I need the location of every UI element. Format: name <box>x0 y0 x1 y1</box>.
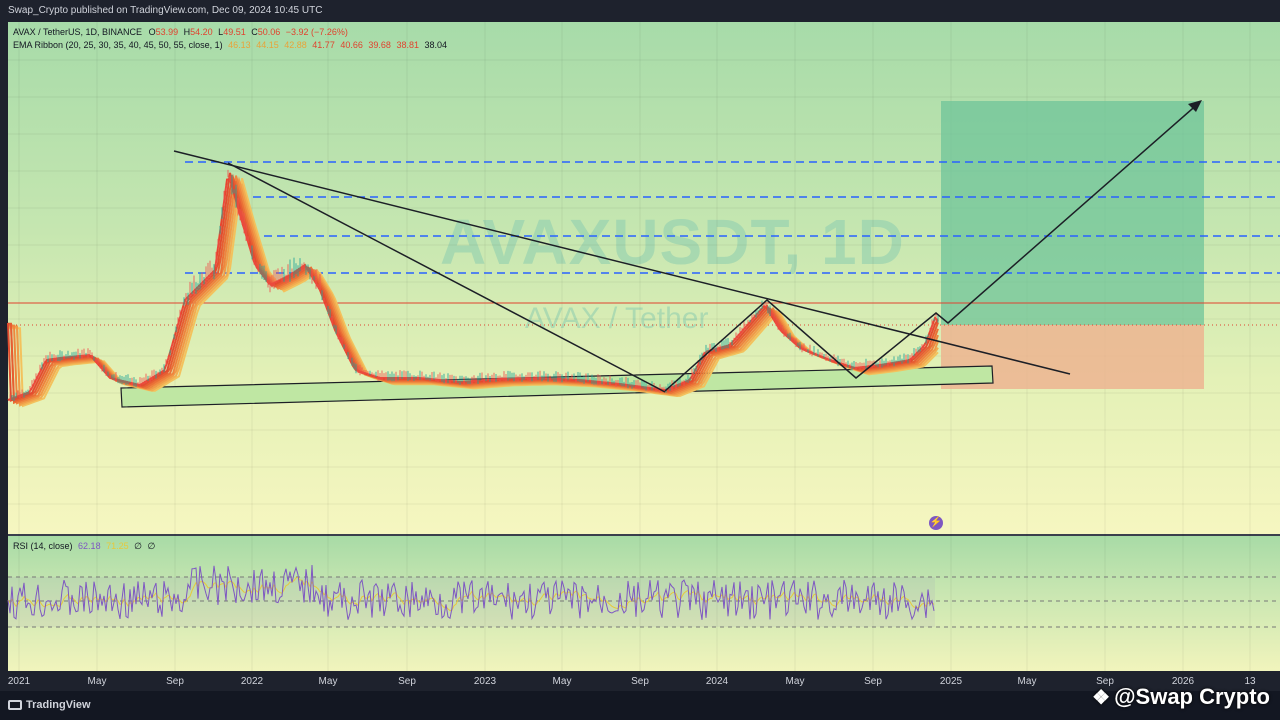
ema-value-5: 40.66 <box>340 40 363 50</box>
publish-bar: Swap_Crypto published on TradingView.com… <box>0 0 1280 22</box>
ema-ribbon-label: EMA Ribbon (20, 25, 30, 35, 40, 45, 50, … <box>13 40 223 50</box>
close-value: 50.06 <box>257 27 281 37</box>
ema-legend[interactable]: EMA Ribbon (20, 25, 30, 35, 40, 45, 50, … <box>13 40 447 50</box>
x-tick-label: 2024 <box>705 676 729 687</box>
author-watermark: ❖ @Swap Crypto <box>1092 684 1270 710</box>
x-tick-label: May <box>1017 676 1037 687</box>
rsi-ma-value: 71.25 <box>106 541 129 551</box>
ema-ribbon-line <box>8 180 939 405</box>
high-label: H <box>183 27 191 37</box>
pair-watermark: AVAX / Tether <box>525 302 709 335</box>
close-label: C <box>251 27 258 37</box>
rsi-extra-1: ∅ <box>134 541 142 551</box>
x-tick-label: Sep <box>864 676 882 687</box>
ema-ribbon-line <box>8 176 939 406</box>
diagonal-line <box>227 162 666 393</box>
ema-ribbon-line <box>7 172 939 402</box>
lightning-icon[interactable]: ⚡ <box>929 516 943 530</box>
low-label: L <box>218 27 224 37</box>
ema-value-2: 44.15 <box>256 40 279 50</box>
ema-value-6: 39.68 <box>368 40 391 50</box>
x-tick-label: Sep <box>631 676 649 687</box>
x-tick-label: May <box>552 676 572 687</box>
x-tick-label: 2023 <box>473 676 497 687</box>
x-tick-label: 2025 <box>939 676 963 687</box>
rsi-extra-2: ∅ <box>147 541 156 551</box>
rsi-label: RSI (14, close) <box>13 541 73 551</box>
projection-path <box>664 101 1201 392</box>
open-label: O <box>148 27 156 37</box>
ema-ribbon-line <box>8 175 939 405</box>
rsi-line <box>7 564 935 621</box>
left-edge <box>0 22 8 671</box>
x-tick-label: 2022 <box>240 676 264 687</box>
pane-separator[interactable] <box>8 534 1280 536</box>
x-tick-label: May <box>318 676 338 687</box>
ema-value-8: 38.04 <box>424 40 448 50</box>
symbol-line: AVAX / TetherUS, 1D, BINANCE <box>13 27 143 37</box>
author-name: @Swap Crypto <box>1114 684 1270 709</box>
x-tick-label: 2026 <box>1171 676 1195 687</box>
open-value: 53.99 <box>155 27 179 37</box>
ema-value-3: 42.88 <box>284 40 307 50</box>
descending-trendline <box>173 150 1071 375</box>
time-axis[interactable] <box>0 671 1280 691</box>
x-tick-label: May <box>785 676 805 687</box>
rsi-value: 62.18 <box>78 541 101 551</box>
change-value: −3.92 (−7.26%) <box>285 27 348 37</box>
symbol-watermark: AVAXUSDT, 1D <box>440 206 905 278</box>
ema-value-7: 38.81 <box>396 40 419 50</box>
x-tick-label: May <box>87 676 107 687</box>
tradingview-logo-icon <box>8 700 22 710</box>
ema-ribbon-line <box>8 173 939 403</box>
x-tick-label: Sep <box>1096 676 1114 687</box>
symbol-legend[interactable]: AVAX / TetherUS, 1D, BINANCE O53.99 H54.… <box>13 27 348 37</box>
x-tick-label: Sep <box>166 676 184 687</box>
high-value: 54.20 <box>190 27 213 37</box>
diamond-icon: ❖ <box>1092 687 1111 709</box>
x-tick-label: 2021 <box>7 676 31 687</box>
rsi-legend[interactable]: RSI (14, close) 62.18 71.25 ∅ ∅ <box>13 541 155 552</box>
x-tick-label: 13 <box>1244 676 1256 687</box>
rsi-pane[interactable] <box>8 536 1280 671</box>
footer-bar <box>0 691 1280 720</box>
brand-name: TradingView <box>26 699 91 711</box>
low-value: 49.51 <box>223 27 246 37</box>
ema-value-4: 41.77 <box>312 40 335 50</box>
publish-info: Swap_Crypto published on TradingView.com… <box>8 5 323 16</box>
x-tick-label: Sep <box>398 676 416 687</box>
ema-value-1: 46.13 <box>228 40 251 50</box>
ema-ribbon-line <box>7 178 939 401</box>
rsi-ma-line <box>7 576 935 612</box>
tradingview-logo[interactable]: TradingView <box>8 699 91 711</box>
arrow-head <box>1188 100 1202 112</box>
